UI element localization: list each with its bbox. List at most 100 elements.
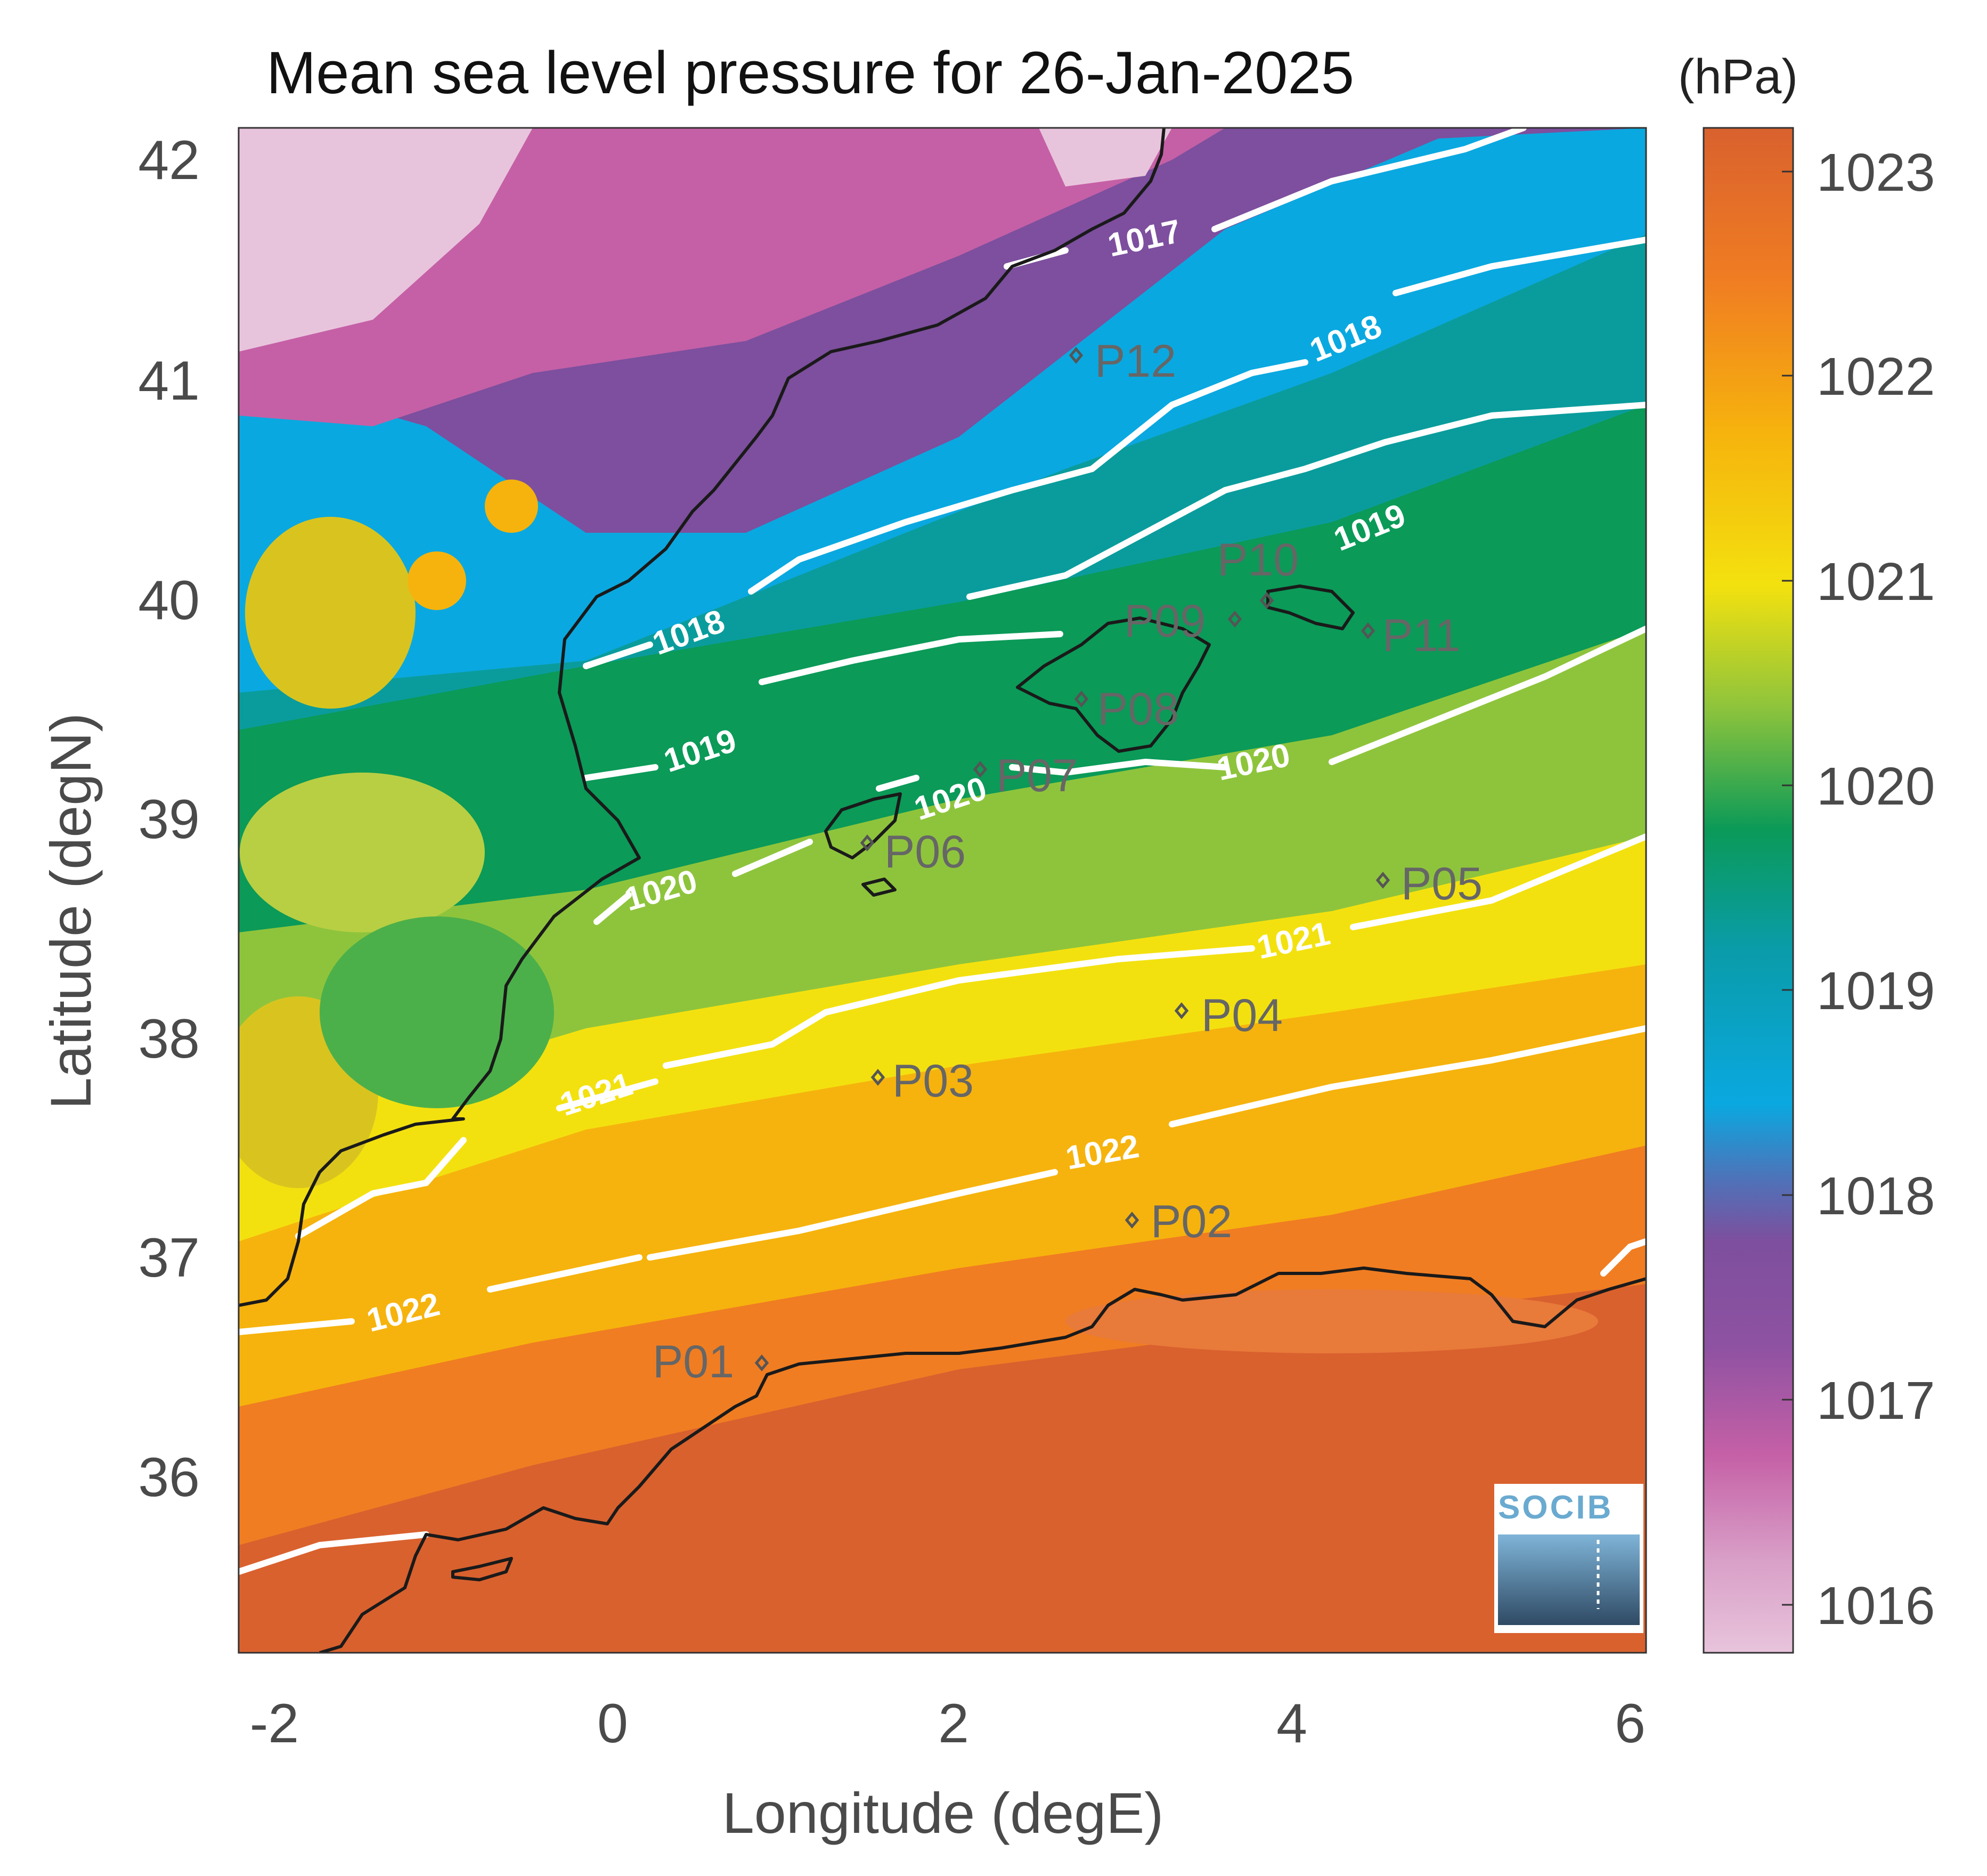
colorbar-units: (hPa) [1678,50,1798,104]
point-p10-marker [1259,592,1274,609]
coastline-menorca [1266,584,1355,630]
point-p09-marker [1227,611,1242,628]
point-p04[interactable]: P04 [1174,990,1283,1041]
point-p09[interactable]: P09 [1124,596,1242,647]
contour-line-1023 [239,1531,429,1575]
contour-line-1019-south [583,764,658,781]
point-p10[interactable]: P10 [1217,534,1299,609]
point-p02-marker [1125,1212,1139,1229]
field-land-green-west [320,916,554,1108]
point-p05[interactable]: P05 [1375,858,1483,909]
field-hot-spot-1 [485,480,538,533]
pressure-field [239,128,1646,1653]
x-axis: -2 0 2 4 6 Longitude (degE) [250,1693,1646,1845]
contour-line-1019-mid [759,631,1063,685]
point-p11[interactable]: P11 [1361,610,1461,661]
point-p08[interactable]: P08 [1074,684,1179,735]
contour-line-1021-south [295,1078,658,1239]
point-p01-marker [754,1354,769,1371]
colorbar-label-1023: 1023 [1817,143,1935,202]
field-band-1016-north [1039,128,1172,186]
x-tick-2: 2 [938,1693,969,1755]
contour-line-1022-east [1600,1238,1646,1277]
contour-line-1021-north [1350,833,1646,930]
point-p08-label: P08 [1097,684,1179,735]
contour-line-1020-north [1329,626,1646,765]
coastline-north-africa [319,1266,1646,1653]
y-tick-42: 42 [138,129,200,191]
y-tick-37: 37 [138,1227,200,1289]
colorbar-label-1022: 1022 [1817,347,1935,407]
point-p01[interactable]: P01 [653,1336,769,1387]
colorbar-label-1017: 1017 [1817,1371,1935,1431]
station-points: P01 P02 P03 P04 P05 P06 P07 P08 [653,336,1483,1387]
point-p06-marker [860,834,875,851]
colorbar-label-1020: 1020 [1817,757,1935,816]
contour-line-1021-mid [663,945,1255,1069]
point-p10-label: P10 [1217,534,1299,586]
field-land-south-africa [1065,1289,1598,1353]
contour-lines [239,128,1646,1575]
point-p02-label: P02 [1151,1196,1232,1247]
coastline-formentera [861,878,897,897]
x-tick-6: 6 [1615,1693,1646,1755]
contour-line-1018-mid [748,359,1308,595]
contour-line-1019-north [966,402,1646,600]
contour-line-1018-north [1392,237,1646,296]
map-frame [238,127,1647,1654]
colorbar: 1023 1022 1021 1020 1019 1018 1017 1016 [1703,127,1935,1654]
coastline-ibiza [824,792,902,859]
colorbar-label-1019: 1019 [1817,961,1935,1021]
socib-logo: SOCIB [1494,1484,1643,1633]
contour-line-1022-north [1169,1025,1646,1127]
point-p11-marker [1361,622,1375,639]
point-p07[interactable]: P07 [973,750,1078,801]
point-p06[interactable]: P06 [860,826,966,878]
point-p05-marker [1375,872,1390,889]
x-tick-0: 0 [597,1693,628,1755]
y-tick-41: 41 [138,350,200,412]
y-tick-39: 39 [138,789,200,850]
contour-line-1022-mid [647,1169,1058,1261]
socib-logo-water [1498,1534,1640,1625]
point-p06-label: P06 [884,826,966,878]
point-p01-label: P01 [653,1336,734,1387]
x-axis-label: Longitude (degE) [722,1781,1164,1845]
coastline-alboran [451,1557,513,1581]
field-high-land-west2 [240,773,485,932]
point-p03[interactable]: P03 [870,1055,974,1107]
contour-line-1018-south [583,641,653,669]
point-p04-label: P04 [1201,990,1283,1041]
map-title: Mean sea level pressure for 26-Jan-2025 [266,39,1354,106]
point-p07-label: P07 [996,750,1078,801]
contour-line-1020-south [593,839,813,925]
y-axis-label: Latitude (degN) [38,713,103,1109]
colorbar-label-1016: 1016 [1817,1576,1935,1636]
contour-line-1022-south [239,1254,642,1335]
point-p02[interactable]: P02 [1125,1196,1232,1247]
colorbar-label-1021: 1021 [1817,552,1935,612]
y-tick-40: 40 [138,570,200,631]
point-p11-label: P11 [1382,610,1461,661]
point-p05-label: P05 [1401,858,1483,909]
x-tick-4: 4 [1276,1693,1307,1755]
coastline-iberia [239,128,1166,1307]
point-p12-label: P12 [1095,336,1176,387]
point-p04-marker [1174,1002,1189,1019]
y-tick-36: 36 [138,1447,200,1508]
field-hot-spot-2 [408,551,466,610]
coastline-mallorca [1016,616,1211,753]
point-p03-marker [870,1069,885,1086]
point-p07-marker [973,761,988,778]
colorbar-gradient [1703,127,1794,1654]
y-tick-38: 38 [138,1008,200,1070]
x-tick-minus2: -2 [250,1693,299,1755]
point-p03-label: P03 [892,1055,974,1107]
socib-logo-text: SOCIB [1498,1489,1613,1526]
colorbar-label-1018: 1018 [1817,1166,1935,1226]
field-high-land-west [245,517,416,709]
point-p12[interactable]: P12 [1069,336,1176,387]
y-axis: 42 41 40 39 38 37 36 Latitude (degN) [38,129,200,1508]
